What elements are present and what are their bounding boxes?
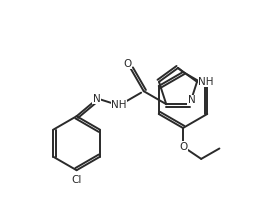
Text: O: O: [124, 59, 132, 69]
Text: NH: NH: [198, 77, 214, 87]
Text: O: O: [179, 142, 187, 152]
Text: Cl: Cl: [72, 175, 82, 185]
Text: N: N: [188, 95, 196, 105]
Text: NH: NH: [111, 100, 127, 110]
Text: N: N: [93, 93, 100, 103]
